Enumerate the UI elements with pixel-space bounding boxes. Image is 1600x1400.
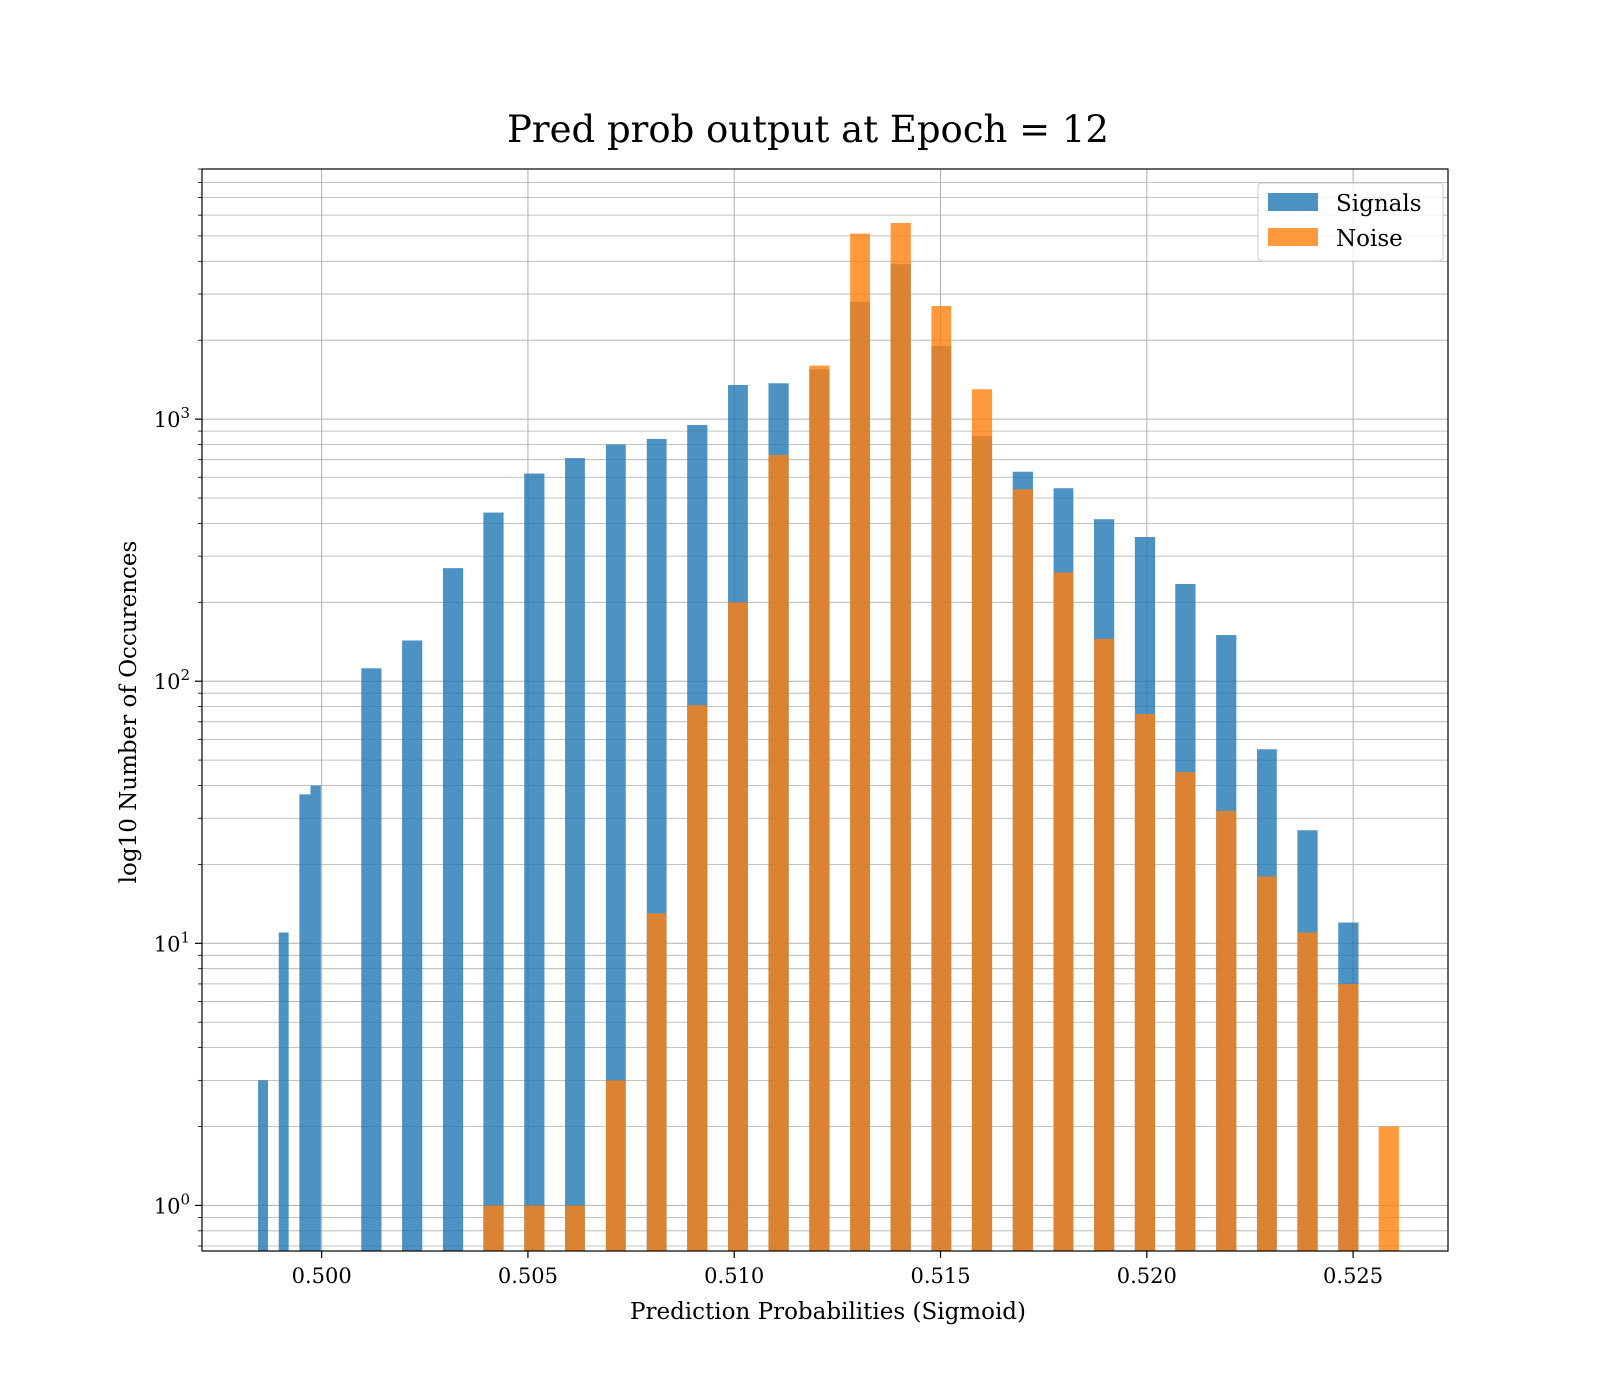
bar-signals bbox=[483, 512, 504, 1251]
axis-ticks: 0.500 0.505 0.510 0.515 0.520 0.525 100 101 102 1… bbox=[154, 168, 1383, 1288]
y-axis-label: log10 Number of Occurences bbox=[116, 541, 142, 884]
plot-frame bbox=[201, 168, 1449, 1252]
legend-swatch-signals bbox=[1268, 193, 1318, 211]
bar-signals bbox=[310, 785, 321, 1251]
bar-noise bbox=[768, 454, 789, 1251]
y-tick-label: 102 bbox=[154, 666, 190, 694]
bar-noise bbox=[483, 1205, 504, 1251]
bar-signals bbox=[442, 568, 464, 1251]
x-tick-label: 0.515 bbox=[910, 1264, 970, 1288]
legend-swatch-noise bbox=[1268, 228, 1318, 246]
bar-signals bbox=[258, 1080, 269, 1251]
bar-noise bbox=[1297, 932, 1318, 1251]
bar-noise bbox=[1012, 489, 1033, 1252]
bar-noise bbox=[1338, 983, 1359, 1251]
bar-signals bbox=[361, 668, 382, 1251]
bar-noise bbox=[890, 223, 911, 1252]
bar-signals bbox=[524, 473, 545, 1251]
x-axis-label: Prediction Probabilities (Sigmoid) bbox=[630, 1299, 1026, 1325]
bar-noise bbox=[1094, 638, 1115, 1251]
bar-noise bbox=[605, 1080, 626, 1251]
x-tick-label: 0.520 bbox=[1117, 1264, 1177, 1288]
bar-noise bbox=[931, 306, 952, 1251]
bars bbox=[258, 223, 1399, 1252]
bar-noise bbox=[1053, 572, 1074, 1251]
bar-signals bbox=[278, 932, 289, 1251]
bar-noise bbox=[971, 389, 993, 1251]
y-tick-label: 100 bbox=[154, 1190, 190, 1218]
y-tick-label: 103 bbox=[154, 404, 190, 432]
bar-noise bbox=[1216, 810, 1237, 1251]
legend: Signals Noise bbox=[1257, 182, 1444, 262]
bar-signals bbox=[299, 794, 311, 1251]
bar-noise bbox=[850, 233, 870, 1251]
bar-signals bbox=[402, 640, 423, 1251]
bar-noise bbox=[1256, 876, 1277, 1251]
x-tick-label: 0.510 bbox=[704, 1264, 764, 1288]
bar-noise bbox=[1134, 713, 1156, 1251]
bar-noise bbox=[565, 1205, 585, 1251]
bar-noise bbox=[809, 365, 830, 1252]
bar-noise bbox=[728, 602, 748, 1251]
bar-noise bbox=[1175, 772, 1196, 1251]
x-tick-label: 0.525 bbox=[1323, 1264, 1383, 1288]
x-tick-label: 0.500 bbox=[292, 1264, 352, 1288]
bar-signals bbox=[605, 444, 626, 1251]
legend-label-noise: Noise bbox=[1336, 226, 1403, 252]
legend-label-signals: Signals bbox=[1336, 191, 1422, 217]
bar-noise bbox=[687, 705, 708, 1251]
bar-noise bbox=[646, 913, 667, 1251]
bar-signals bbox=[565, 458, 585, 1251]
x-tick-label: 0.505 bbox=[498, 1264, 558, 1288]
y-tick-label: 101 bbox=[154, 928, 190, 956]
bar-noise bbox=[1378, 1126, 1399, 1251]
bar-noise bbox=[524, 1205, 545, 1251]
chart-title: Pred prob output at Epoch = 12 bbox=[507, 108, 1109, 151]
